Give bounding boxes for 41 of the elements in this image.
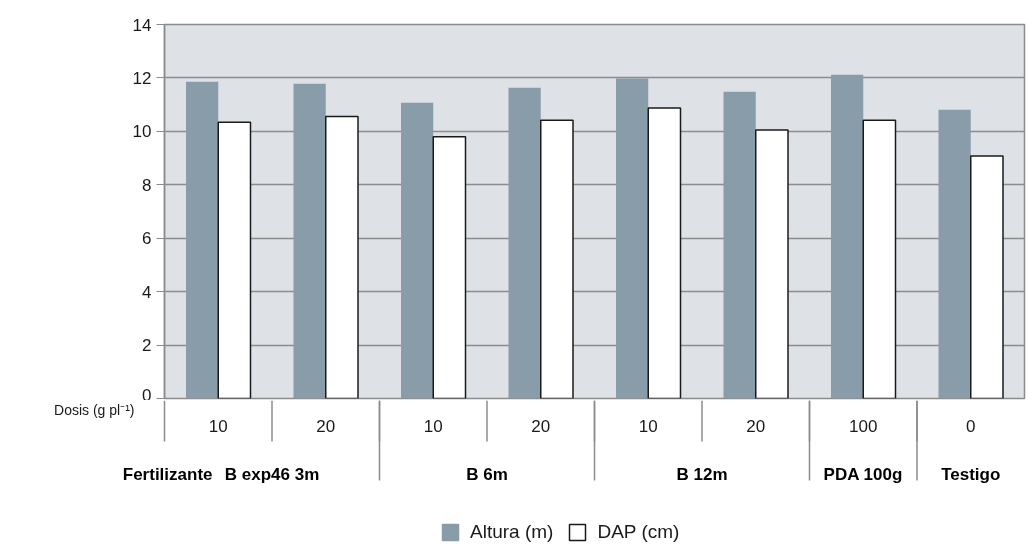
text: B 12m — [676, 465, 728, 484]
bar — [508, 87, 541, 399]
bar — [401, 102, 434, 399]
y-tick-label: 14 — [132, 15, 152, 35]
bar — [540, 119, 574, 399]
x-tick-label: 20 — [316, 416, 336, 436]
x-tick-label: 10 — [208, 416, 228, 436]
text: Fertilizante — [122, 465, 213, 484]
x-axis-title: Dosis (g pl⁻¹) — [54, 401, 135, 418]
x-tick-label: 10 — [423, 416, 443, 436]
legend-label: Altura (m) — [470, 521, 554, 543]
x-tick-label: 0 — [966, 416, 976, 436]
text: B 6m — [466, 465, 508, 484]
x-tick-label: 100 — [849, 416, 878, 436]
y-tick-label: 0 — [142, 385, 152, 405]
bar — [432, 135, 467, 399]
bar — [938, 109, 971, 399]
bar — [616, 78, 649, 399]
bar — [647, 107, 682, 399]
bar — [970, 155, 1004, 399]
y-tick-label: 6 — [142, 229, 152, 249]
x-tick-label: 20 — [531, 416, 551, 436]
bar — [862, 119, 897, 399]
bar — [325, 115, 359, 399]
y-tick-label: 2 — [142, 336, 152, 356]
bar — [723, 91, 756, 399]
bar — [186, 81, 219, 399]
y-tick-label: 4 — [142, 282, 152, 302]
y-tick-label: 12 — [132, 68, 152, 88]
text: B exp46 3m — [224, 465, 320, 484]
bar — [293, 83, 326, 399]
text: Testigo — [941, 465, 1001, 484]
y-tick-label: 8 — [142, 175, 152, 195]
y-tick-label: 10 — [132, 122, 152, 142]
bar — [217, 121, 252, 399]
bar — [831, 74, 864, 399]
x-tick-label: 20 — [746, 416, 766, 436]
text: PDA 100g — [823, 465, 903, 484]
bar — [755, 129, 789, 399]
legend-label: DAP (cm) — [597, 521, 680, 543]
x-tick-label: 10 — [638, 416, 658, 436]
